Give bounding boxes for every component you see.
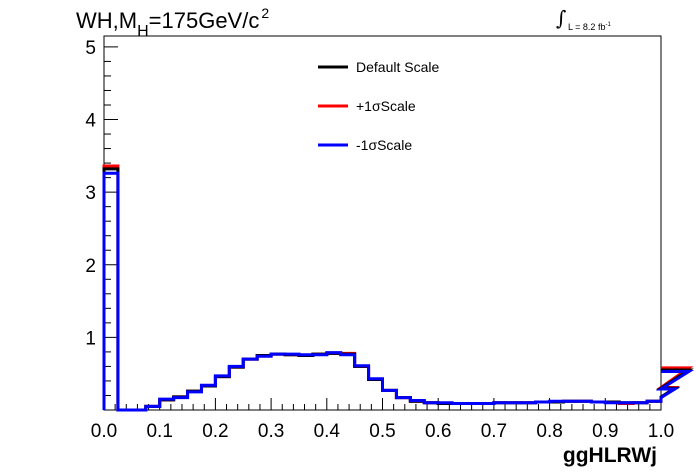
integral-symbol: ∫ — [556, 6, 567, 30]
x-tick-label: 0.0 — [91, 421, 117, 442]
x-axis-label: ggHLRWj — [563, 444, 657, 467]
luminosity-superscript: -1 — [605, 22, 611, 28]
x-tick-label: 0.9 — [592, 421, 618, 442]
plot-frame — [103, 35, 662, 411]
title-subscript: H — [137, 23, 149, 40]
luminosity-text: L = 8.2 fb — [568, 22, 606, 32]
x-tick-label: 0.7 — [481, 421, 507, 442]
y-tick-label: 4 — [85, 111, 96, 132]
title-suffix: =175GeV/c — [148, 8, 260, 33]
y-tick-label: 3 — [85, 183, 96, 204]
series-line-0 — [102, 167, 694, 412]
y-tick-label: 2 — [85, 256, 96, 277]
x-tick-label: 0.1 — [146, 421, 172, 442]
y-tick-label: 5 — [85, 38, 96, 59]
x-tick-label: 0.3 — [258, 421, 284, 442]
legend-label: Default Scale — [356, 59, 439, 75]
legend-label: +1σScale — [356, 98, 416, 114]
x-tick-label: 0.6 — [425, 421, 451, 442]
series-line-1 — [102, 164, 694, 412]
x-tick-label: 0.8 — [536, 421, 562, 442]
chart-title: WH,MH=175GeV/c 2 — [76, 5, 270, 40]
y-tick-label: 1 — [85, 328, 96, 349]
legend-label: -1σScale — [356, 137, 412, 153]
x-tick-label: 0.5 — [369, 421, 395, 442]
x-tick-label: 0.4 — [314, 421, 341, 442]
title-superscript: 2 — [261, 5, 270, 21]
title-prefix: WH,M — [76, 8, 138, 33]
series-line-2 — [102, 171, 695, 412]
x-tick-label: 0.2 — [202, 421, 228, 442]
x-tick-label: 1.0 — [648, 421, 674, 442]
